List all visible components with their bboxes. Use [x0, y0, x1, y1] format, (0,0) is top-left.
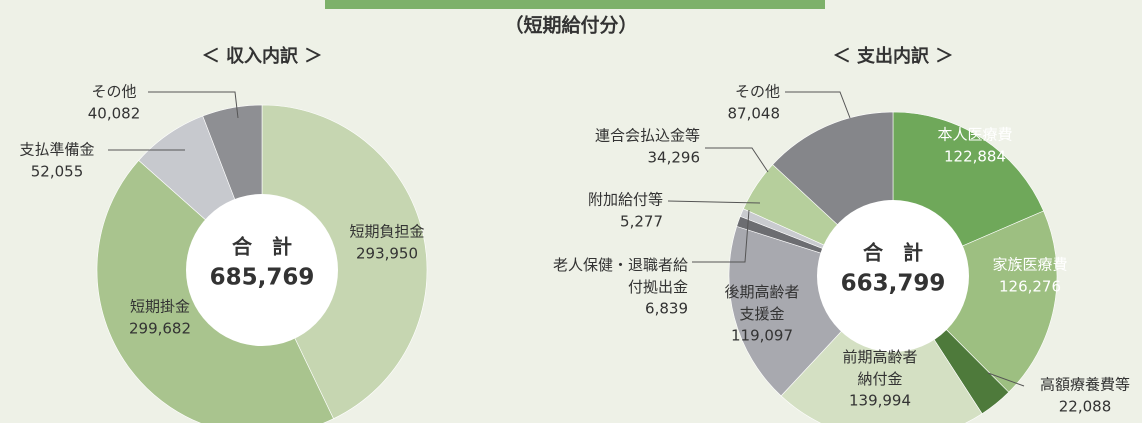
subtitle: （短期給付分） [504, 14, 637, 37]
slice-label: 老人保健・退職者給付拠出金 [553, 256, 688, 296]
chart-title: ＜ 収入内訳 ＞ [202, 45, 323, 67]
slice-label: 後期高齢者支援金 [724, 283, 799, 323]
value-label: 40,082 [88, 105, 141, 123]
slice-label: 短期掛金 [130, 298, 190, 316]
slice-label: 附加給付等 [588, 191, 663, 209]
value-label: 122,884 [944, 148, 1006, 166]
label-line: 支援金 [739, 305, 784, 323]
leader-line [705, 147, 769, 173]
label-line: 納付金 [857, 370, 902, 388]
pie-slice [892, 210, 1058, 393]
center-label: 合 計 [232, 235, 292, 259]
pie-slice [261, 104, 428, 420]
value-label: 87,048 [728, 105, 781, 123]
leader-line [667, 200, 761, 204]
center-total: 663,799 [841, 271, 946, 297]
value-label: 5,277 [620, 213, 663, 231]
slice-label: 前期高齢者納付金 [842, 348, 917, 388]
center-circle [817, 200, 969, 352]
value-label: 6,839 [645, 300, 688, 318]
chart-title: ＜ 支出内訳 ＞ [833, 45, 954, 67]
value-label: 119,097 [731, 327, 793, 345]
slice-label: その他 [91, 83, 136, 101]
slice-label: 家族医療費 [992, 256, 1067, 274]
value-label: 299,682 [129, 320, 191, 338]
leader-line [987, 372, 1025, 387]
slice-label: 支払準備金 [19, 141, 94, 159]
label-line: 付拠出金 [628, 278, 688, 296]
slice-label: 短期負担金 [349, 223, 424, 241]
slice-label: 本人医療費 [937, 126, 1012, 144]
value-label: 139,994 [849, 392, 911, 410]
label-line: 後期高齢者 [724, 283, 799, 301]
slice-label: 高額療養費等 [1040, 376, 1130, 394]
header-bar [325, 0, 825, 9]
label-line: 前期高齢者 [842, 348, 917, 366]
center-label: 合 計 [863, 241, 923, 265]
slice-label: 連合会払込金等 [595, 127, 700, 145]
center-circle [186, 194, 338, 346]
value-label: 126,276 [999, 278, 1061, 296]
label-line: 老人保健・退職者給 [553, 256, 688, 274]
leader-line [785, 91, 851, 119]
value-label: 293,950 [356, 245, 418, 263]
center-total: 685,769 [210, 265, 315, 291]
value-label: 34,296 [648, 149, 701, 167]
leader-line [692, 209, 750, 263]
value-label: 22,088 [1059, 398, 1112, 416]
value-label: 52,055 [31, 163, 84, 181]
leader-line [148, 91, 239, 119]
slice-label: その他 [735, 83, 780, 101]
